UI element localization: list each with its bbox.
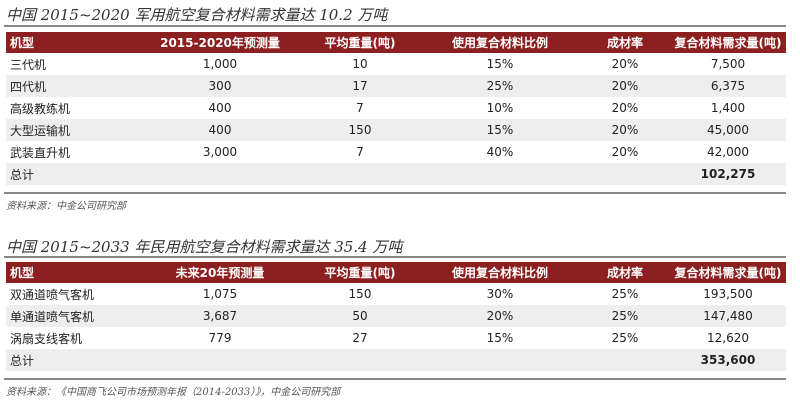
civil-composite-table: 机型 未来20年预测量 平均重量(吨) 使用复合材料比例 成材率 复合材料需求量(吨) 双通… xyxy=(6,262,786,371)
table-cell: 10% xyxy=(486,101,514,115)
header-row: 机型 未来20年预测量 平均重量(吨) 使用复合材料比例 成材率 复合材料需求量(吨) xyxy=(6,262,786,283)
table-cell: 四代机 xyxy=(6,75,140,97)
table-cell: 1,075 xyxy=(202,287,238,301)
table-cell: 10 xyxy=(352,57,368,71)
table-cell: 40% xyxy=(486,145,514,159)
empty-cell xyxy=(140,349,300,371)
column-header: 机型 xyxy=(6,32,140,53)
header-row: 机型 2015-2020年预测量 平均重量(吨) 使用复合材料比例 成材率 复合材料需求量… xyxy=(6,32,786,53)
table-cell: 42,000 xyxy=(707,145,749,159)
table-cell: 7 xyxy=(356,145,364,159)
table-cell: 300 xyxy=(140,75,300,97)
table-cell: 双通道喷气客机 xyxy=(10,287,95,302)
total-label: 总计 xyxy=(6,163,140,185)
column-header: 机型 xyxy=(6,262,140,283)
column-header: 平均重量(吨) xyxy=(300,32,420,53)
empty-cell xyxy=(420,163,580,185)
table-cell: 武装直升机 xyxy=(10,145,71,160)
column-header: 成材率 xyxy=(580,262,670,283)
empty-cell xyxy=(300,349,420,371)
column-header: 复合材料需求量(吨) xyxy=(670,262,786,283)
table-cell: 20% xyxy=(611,101,639,115)
total-row: 总计 102,275 xyxy=(6,163,786,185)
table-cell: 20% xyxy=(580,119,670,141)
table-cell: 20% xyxy=(580,75,670,97)
column-header: 2015-2020年预测量 xyxy=(140,32,300,53)
table-row: 高级教练机 400 7 10% 20% 1,400 xyxy=(6,97,786,119)
empty-cell xyxy=(580,349,670,371)
table-cell: 50 xyxy=(300,305,420,327)
column-header: 未来20年预测量 xyxy=(140,262,300,283)
table-cell: 779 xyxy=(208,331,232,345)
table-cell: 45,000 xyxy=(670,119,786,141)
table-cell: 6,375 xyxy=(670,75,786,97)
table-cell: 25% xyxy=(420,75,580,97)
table-row: 单通道喷气客机 3,687 50 20% 25% 147,480 xyxy=(6,305,786,327)
table-cell: 15% xyxy=(486,57,514,71)
divider xyxy=(4,256,786,258)
total-label: 总计 xyxy=(6,349,140,371)
empty-cell xyxy=(580,163,670,185)
table-cell: 27 xyxy=(352,331,368,345)
divider xyxy=(4,378,786,380)
table-cell: 1,400 xyxy=(710,101,746,115)
table-cell: 30% xyxy=(486,287,514,301)
empty-cell xyxy=(420,349,580,371)
table-cell: 17 xyxy=(300,75,420,97)
military-composite-table: 机型 2015-2020年预测量 平均重量(吨) 使用复合材料比例 成材率 复合材料需求量… xyxy=(6,32,786,185)
table-cell: 25% xyxy=(611,287,639,301)
table-cell: 1,000 xyxy=(202,57,238,71)
table-row: 大型运输机 400 150 15% 20% 45,000 xyxy=(6,119,786,141)
table-cell: 7 xyxy=(356,101,364,115)
table-cell: 12,620 xyxy=(707,331,749,345)
table-cell: 15% xyxy=(486,331,514,345)
table-cell: 单通道喷气客机 xyxy=(6,305,140,327)
table-cell: 400 xyxy=(208,101,232,115)
column-header: 成材率 xyxy=(580,32,670,53)
table-cell: 150 xyxy=(348,287,372,301)
divider xyxy=(4,25,786,27)
table-cell: 20% xyxy=(611,57,639,71)
table-cell: 高级教练机 xyxy=(10,101,71,116)
table-row: 涡扇支线客机 779 27 15% 25% 12,620 xyxy=(6,327,786,349)
table-cell: 7,500 xyxy=(710,57,746,71)
table-row: 四代机 300 17 25% 20% 6,375 xyxy=(6,75,786,97)
table-row: 三代机 1,000 10 15% 20% 7,500 xyxy=(6,53,786,75)
table2-title: 中国 2015~2033 年民用航空复合材料需求量达 35.4 万吨 xyxy=(6,238,403,256)
empty-cell xyxy=(140,163,300,185)
table-cell: 15% xyxy=(420,119,580,141)
table-cell: 20% xyxy=(420,305,580,327)
column-header: 使用复合材料比例 xyxy=(420,262,580,283)
table-row: 双通道喷气客机 1,075 150 30% 25% 193,500 xyxy=(6,283,786,305)
table-cell: 25% xyxy=(611,331,639,345)
divider xyxy=(4,192,786,194)
table-cell: 25% xyxy=(580,305,670,327)
table-cell: 193,500 xyxy=(703,287,753,301)
table-cell: 大型运输机 xyxy=(6,119,140,141)
table-cell: 20% xyxy=(611,145,639,159)
source-note: 资料来源：中金公司研究部 xyxy=(6,201,126,212)
column-header: 使用复合材料比例 xyxy=(420,32,580,53)
total-value: 353,600 xyxy=(670,349,786,371)
total-value: 102,275 xyxy=(670,163,786,185)
table-cell: 400 xyxy=(140,119,300,141)
column-header: 平均重量(吨) xyxy=(300,262,420,283)
table-cell: 150 xyxy=(300,119,420,141)
table-cell: 三代机 xyxy=(10,57,47,72)
table-cell: 3,687 xyxy=(140,305,300,327)
column-header: 复合材料需求量(吨) xyxy=(670,32,786,53)
total-row: 总计 353,600 xyxy=(6,349,786,371)
table-cell: 147,480 xyxy=(670,305,786,327)
table-row: 武装直升机 3,000 7 40% 20% 42,000 xyxy=(6,141,786,163)
source-note: 资料来源：《中国商飞公司市场预测年报（2014-2033）》，中金公司研究部 xyxy=(6,387,341,398)
empty-cell xyxy=(300,163,420,185)
table1-title: 中国 2015~2020 军用航空复合材料需求量达 10.2 万吨 xyxy=(6,6,388,24)
table-cell: 涡扇支线客机 xyxy=(10,331,83,346)
table-cell: 3,000 xyxy=(202,145,238,159)
